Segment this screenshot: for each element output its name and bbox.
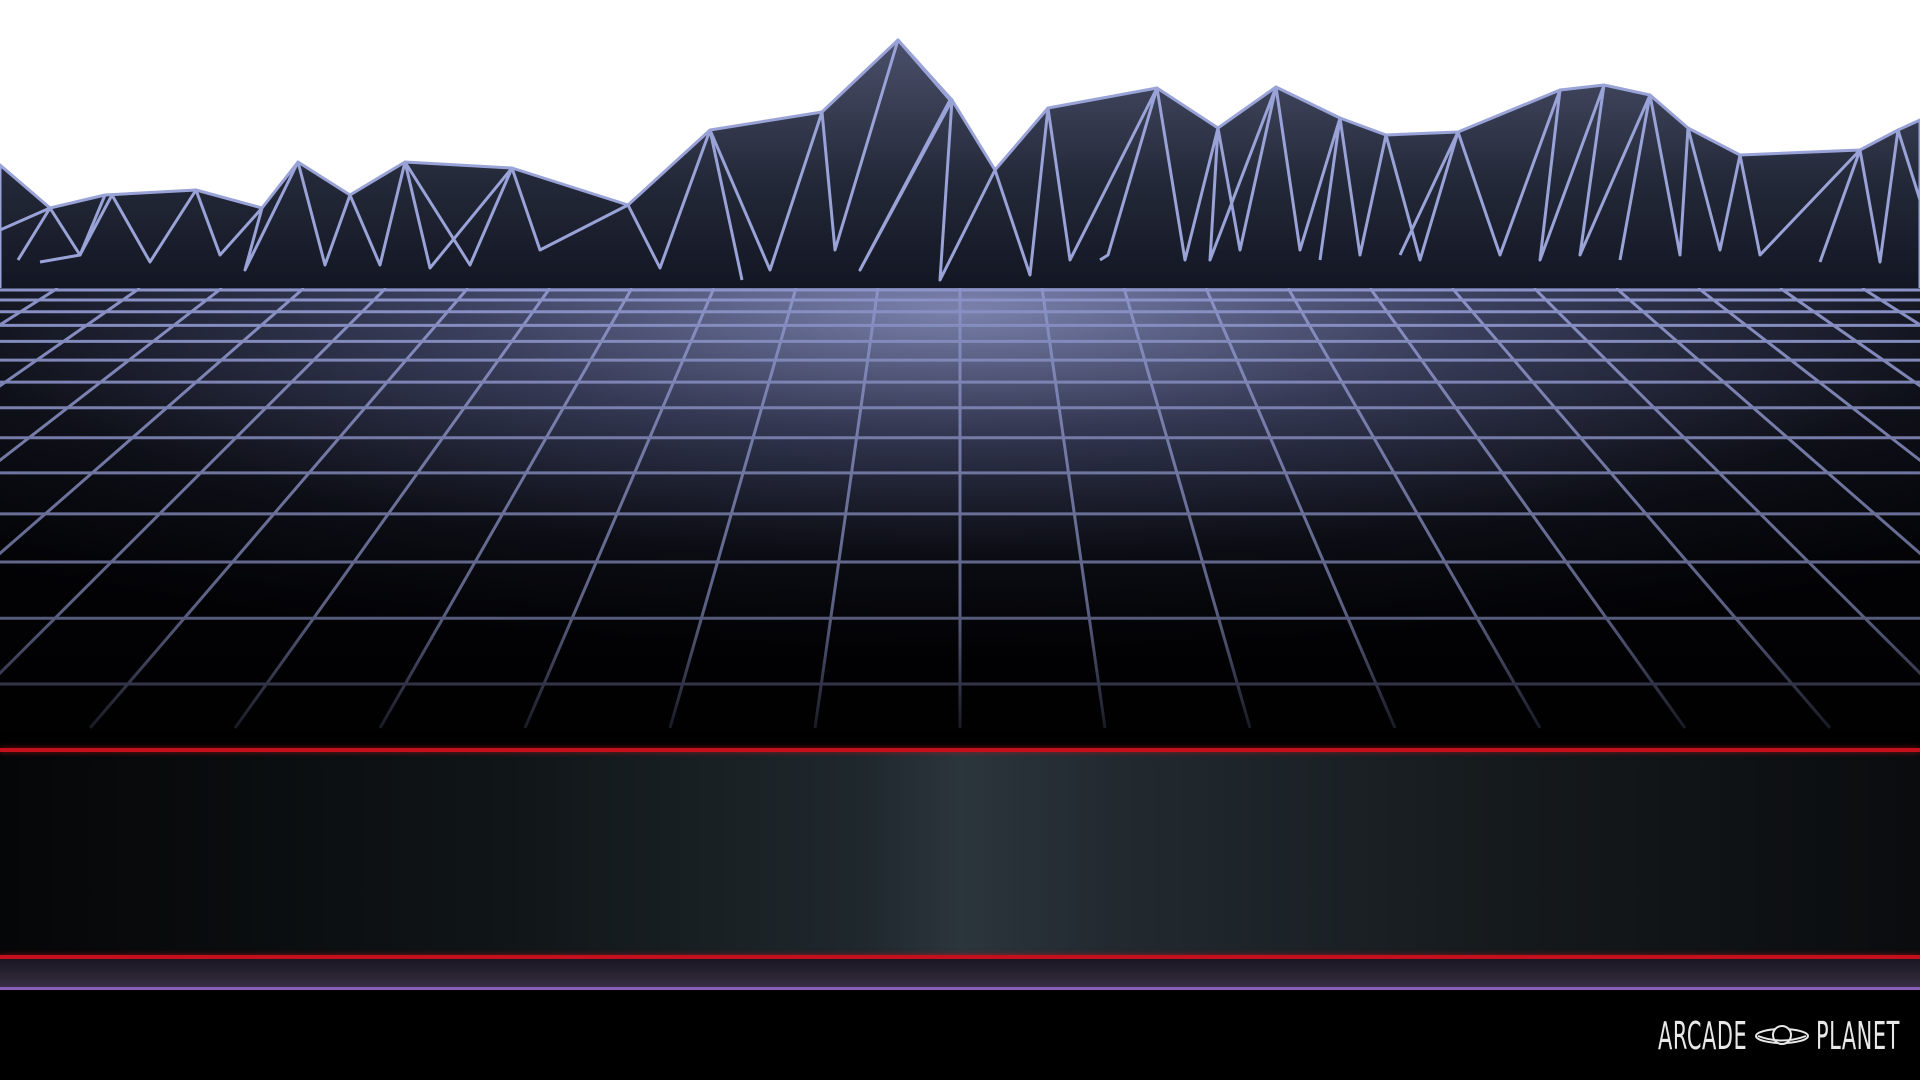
neon-grid-floor [0, 288, 1920, 748]
logo-word-arcade: ARCADE [1658, 1014, 1748, 1058]
wireframe-mountains [0, 38, 1920, 300]
purple-strip [0, 959, 1920, 989]
banner-bottom-red-line [0, 955, 1920, 959]
banner-top-red-line [0, 748, 1920, 752]
planet-icon [1755, 1025, 1809, 1045]
purple-strip-line [0, 987, 1920, 990]
arcade-planet-logo: ARCADE PLANET [1658, 1012, 1908, 1060]
bottom-bar [0, 990, 1920, 1080]
title-banner-panel [0, 748, 1920, 958]
logo-word-planet: PLANET [1816, 1014, 1900, 1058]
